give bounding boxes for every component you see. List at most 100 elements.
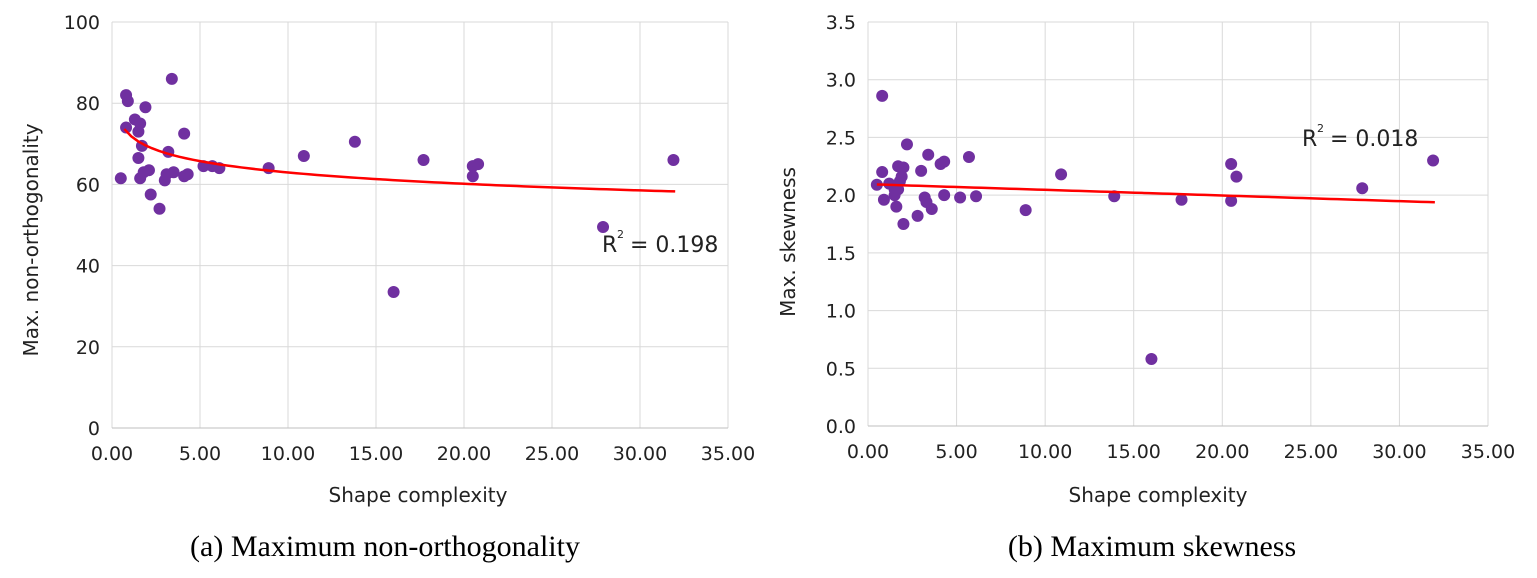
data-point [1230, 170, 1243, 183]
y-tick-label: 80 [76, 93, 100, 115]
data-point [597, 221, 610, 234]
x-tick-label: 10.00 [1018, 441, 1072, 463]
x-tick-label: 15.00 [1107, 441, 1161, 463]
data-point [121, 95, 134, 108]
x-tick-label: 20.00 [1195, 441, 1249, 463]
gridlines [867, 21, 1489, 427]
y-tick-label: 1.0 [826, 301, 856, 323]
data-point [900, 138, 913, 151]
data-point [877, 193, 890, 206]
data-point [1145, 353, 1158, 366]
y-tick-label: 20 [76, 337, 100, 359]
chart-skewness: 0.00 5.00 10.00 15.00 20.00 25.00 30.00 35.00 0.… [776, 12, 1515, 563]
data-point [911, 209, 924, 222]
r2-label: R [1302, 127, 1317, 152]
data-point [1225, 157, 1238, 170]
r2-value: = 0.198 [630, 233, 718, 258]
x-tick-label: 35.00 [1461, 441, 1515, 463]
x-tick-label: 20.00 [437, 443, 491, 465]
data-point [1019, 204, 1032, 217]
caption-b: (b) Maximum skewness [1008, 530, 1296, 563]
data-point [165, 72, 178, 85]
tick-labels: 0.00 5.00 10.00 15.00 20.00 25.00 30.00 35.00 0 2… [64, 12, 755, 465]
x-tick-label: 0.00 [91, 443, 133, 465]
data-point [1356, 182, 1369, 195]
data-point [970, 190, 983, 203]
data-point [876, 166, 889, 179]
r2-label: R [602, 233, 617, 258]
r2-superscript: 2 [617, 228, 624, 241]
data-point [144, 188, 157, 201]
data-point [1427, 154, 1440, 167]
y-tick-label: 0.5 [826, 358, 856, 380]
data-point [925, 202, 938, 215]
data-point [897, 218, 910, 230]
data-point [895, 170, 908, 183]
data-point [417, 154, 430, 167]
data-point [134, 117, 147, 130]
x-tick-label: 30.00 [1372, 441, 1426, 463]
r-squared-annotation: R 2 = 0.018 [1302, 122, 1418, 152]
x-tick-label: 35.00 [701, 443, 755, 465]
x-tick-label: 25.00 [525, 443, 579, 465]
r2-value: = 0.018 [1330, 127, 1418, 152]
x-axis-label: Shape complexity [1069, 483, 1248, 507]
y-tick-label: 3.5 [826, 12, 856, 34]
data-point [167, 166, 180, 179]
data-point [897, 161, 910, 174]
tick-labels: 0.00 5.00 10.00 15.00 20.00 25.00 30.00 35.00 0.… [826, 12, 1515, 463]
r2-superscript: 2 [1317, 122, 1324, 135]
data-point [890, 200, 903, 213]
x-tick-label: 25.00 [1284, 441, 1338, 463]
caption-a: (a) Maximum non-orthogonality [190, 530, 580, 563]
x-axis-label: Shape complexity [329, 483, 508, 507]
data-point [1055, 168, 1068, 181]
y-axis-label: Max. skewness [776, 167, 800, 317]
y-axis-label: Max. non-orthogonality [19, 123, 43, 356]
x-tick-label: 15.00 [349, 443, 403, 465]
x-tick-label: 5.00 [935, 441, 977, 463]
data-point [132, 152, 145, 165]
data-point [954, 191, 967, 204]
data-points [114, 72, 680, 298]
data-point [114, 172, 127, 185]
gridlines [111, 21, 729, 429]
x-tick-label: 30.00 [613, 443, 667, 465]
data-point [153, 202, 166, 215]
trendline [123, 128, 676, 193]
y-tick-label: 40 [76, 256, 100, 278]
data-point [1225, 194, 1238, 207]
data-point [387, 285, 400, 298]
r-squared-annotation: R 2 = 0.198 [602, 228, 718, 258]
x-tick-label: 0.00 [847, 441, 889, 463]
y-tick-label: 1.5 [826, 243, 856, 265]
x-tick-label: 10.00 [261, 443, 315, 465]
data-points [870, 89, 1440, 366]
y-tick-label: 100 [64, 12, 100, 34]
y-tick-label: 60 [76, 174, 100, 196]
data-point [178, 127, 191, 140]
data-point [142, 164, 155, 177]
trendline [876, 183, 1435, 204]
data-point [120, 121, 133, 134]
data-point [938, 155, 951, 168]
data-point [876, 89, 889, 102]
y-tick-label: 0 [88, 418, 100, 440]
data-point [139, 101, 152, 114]
y-tick-label: 2.5 [826, 127, 856, 149]
data-point [466, 170, 479, 183]
data-point [922, 148, 935, 161]
y-tick-label: 2.0 [826, 185, 856, 207]
y-tick-label: 0.0 [826, 416, 856, 438]
data-point [667, 154, 680, 167]
y-tick-label: 3.0 [826, 70, 856, 92]
data-point [938, 189, 951, 202]
data-point [181, 168, 194, 181]
data-point [262, 162, 275, 175]
chart-non-orthogonality: 0.00 5.00 10.00 15.00 20.00 25.00 30.00 35.00 0 2… [19, 12, 755, 563]
x-tick-label: 5.00 [179, 443, 221, 465]
data-point [915, 164, 928, 177]
data-point [1175, 193, 1188, 206]
data-point [348, 135, 361, 148]
data-point [297, 149, 310, 162]
